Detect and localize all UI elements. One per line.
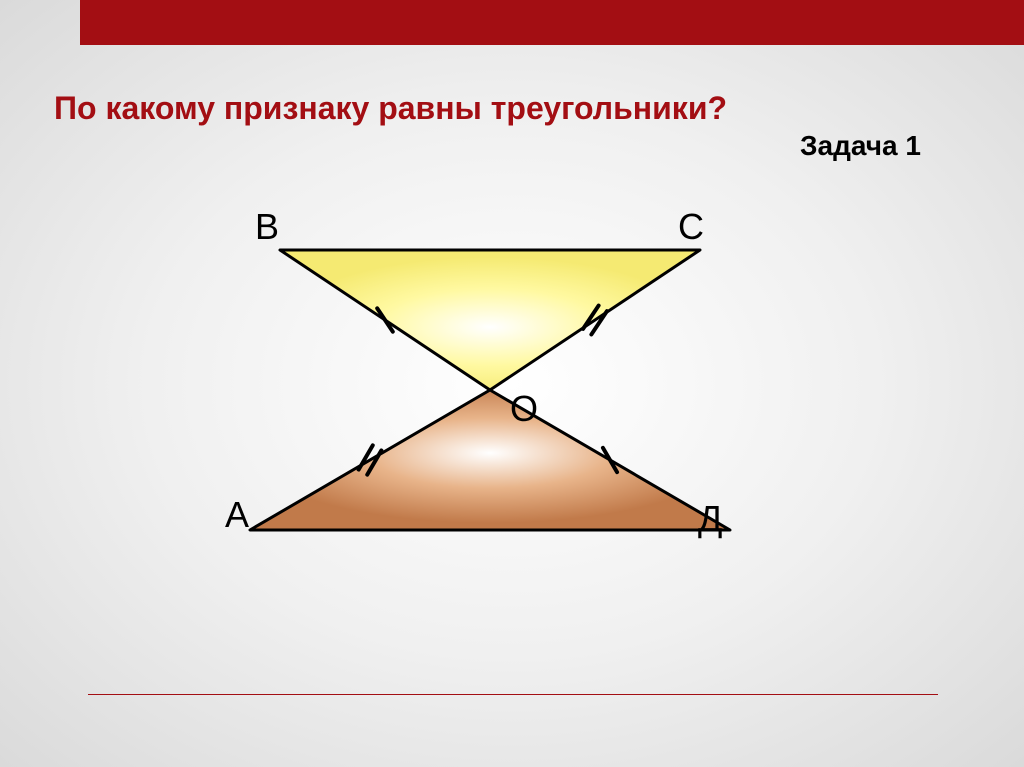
triangle-top [280,250,700,390]
task-number: Задача 1 [800,130,921,162]
label-D: Д [698,498,722,540]
triangles-svg [210,200,770,600]
label-C: С [678,206,704,248]
diagram [210,200,770,600]
label-O: О [510,388,538,430]
question-title: По какому признаку равны треугольники? [54,90,727,127]
bottom-rule [88,694,938,695]
top-band [0,0,1024,60]
label-A: А [225,494,249,536]
slide-page: { "header": { "band": { "x": 80, "y": 0,… [0,0,1024,767]
top-band-rect [80,0,1024,45]
triangle-bottom [250,390,730,530]
label-B: В [255,206,279,248]
